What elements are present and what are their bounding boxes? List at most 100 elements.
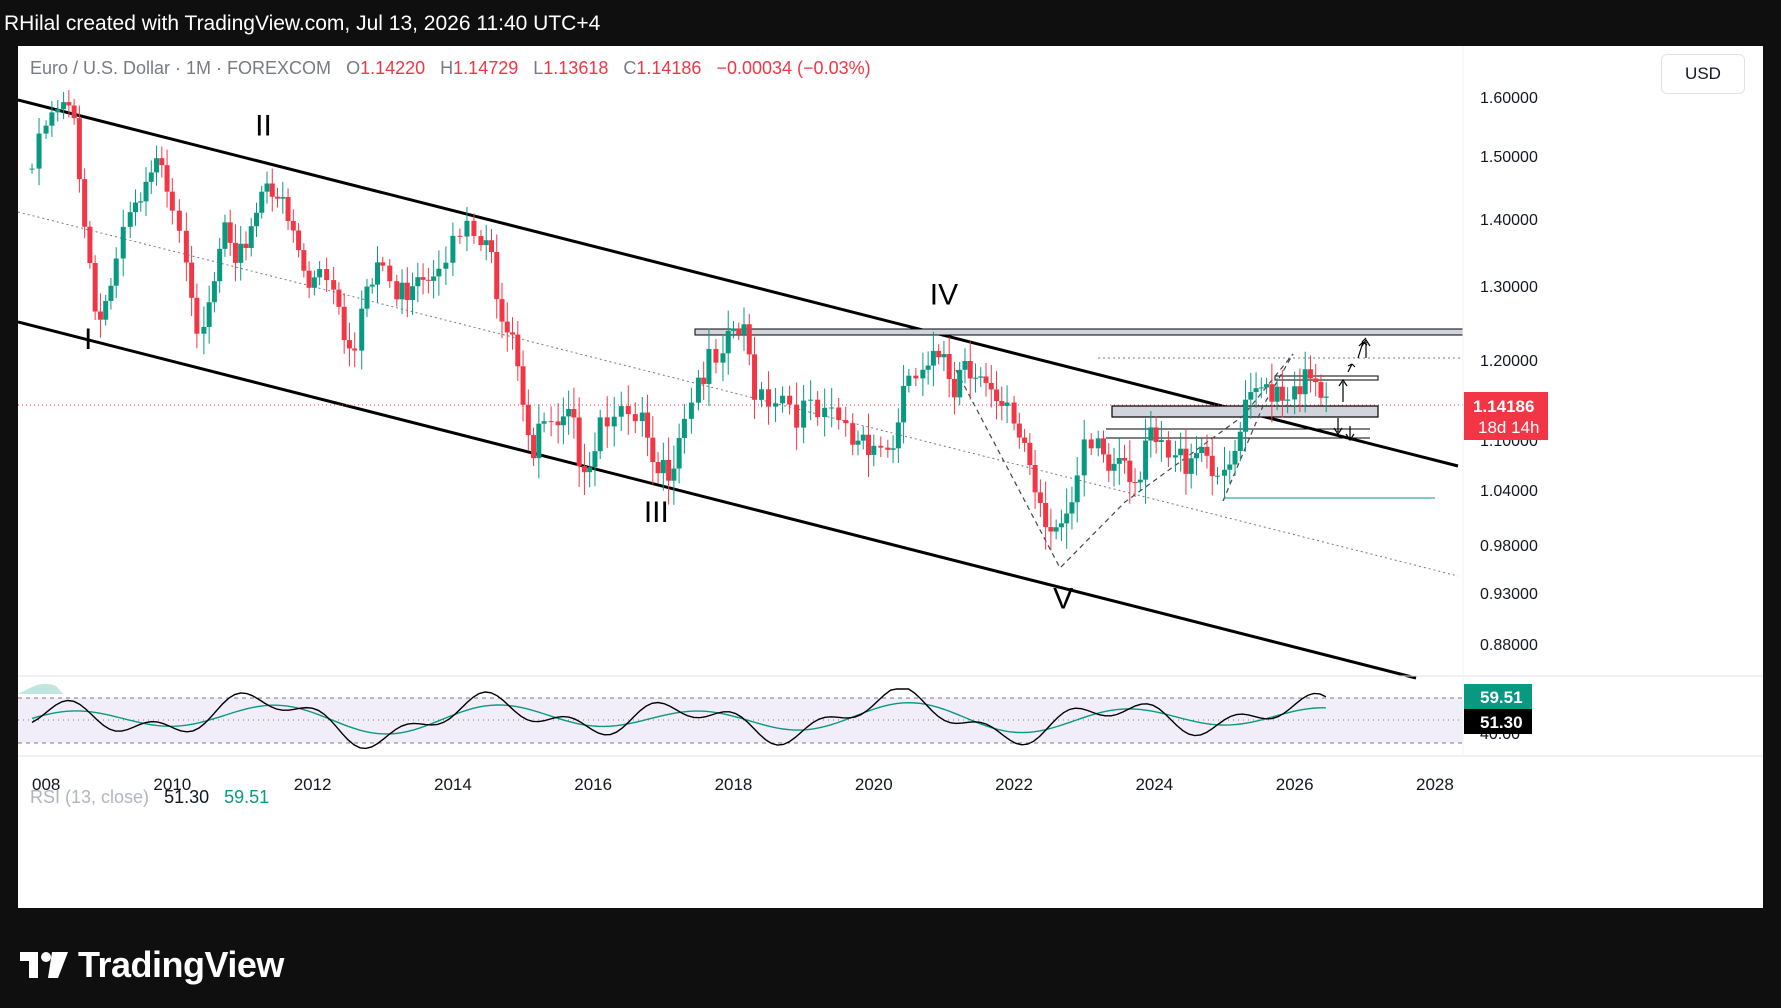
candle-body (878, 445, 884, 448)
candle-body (592, 451, 598, 468)
time-tick-label: 2024 (1135, 775, 1173, 794)
candle-body (515, 334, 521, 367)
candle-body (311, 277, 317, 288)
candle-body (525, 404, 531, 436)
candle-body (1022, 437, 1028, 443)
candle-body (688, 402, 694, 419)
time-axis[interactable]: 008 2010 2012 2014 2016 2018 2020 2022 2024 2026 2… (32, 775, 1454, 794)
rsi-legend[interactable]: RSI (13, close) 51.30 59.51 (30, 787, 269, 808)
candle-body (369, 284, 375, 287)
candle-body (850, 423, 856, 445)
resistance-zone[interactable] (694, 328, 1464, 336)
level-box-2[interactable] (1274, 375, 1379, 381)
candle-body (138, 201, 144, 203)
candle-body (655, 461, 661, 474)
rsi-value-tag-text: 51.30 (1480, 713, 1523, 732)
candle-body (801, 400, 807, 428)
candle-body (336, 289, 342, 307)
candle-body (189, 262, 195, 298)
candle-body (1027, 442, 1033, 465)
price-tick-label: 1.60000 (1480, 90, 1538, 107)
candle-body (1227, 464, 1233, 470)
tradingview-logo[interactable]: TradingView (20, 944, 284, 986)
candle-body (566, 408, 572, 417)
candle-body (701, 377, 707, 384)
candle-body (76, 118, 82, 180)
candle-body (296, 230, 302, 251)
candle-body (930, 350, 936, 366)
candle-body (103, 300, 109, 320)
candle-body (1193, 453, 1199, 459)
wave-label: III (644, 496, 669, 529)
candle-body (478, 236, 484, 246)
candle-body (248, 226, 254, 248)
symbol-name[interactable]: Euro / U.S. Dollar · 1M · FOREXCOM (30, 58, 332, 78)
candle-body (1204, 446, 1210, 456)
candle-body (1165, 440, 1171, 458)
candle-body (925, 365, 931, 370)
candle-body (36, 133, 42, 169)
candlestick-series[interactable] (29, 90, 1329, 551)
candle-body (660, 459, 666, 474)
candle-body (1302, 369, 1308, 395)
candle-body (560, 416, 566, 426)
close-label: C (623, 58, 637, 78)
candle-body (380, 262, 386, 266)
candle-body (548, 421, 554, 423)
candle-body (66, 102, 72, 106)
attribution-bar: RHilal created with TradingView.com, Jul… (0, 0, 1781, 46)
candle-body (331, 280, 337, 290)
last-price-tag (1464, 392, 1548, 440)
candle-body (211, 281, 217, 303)
candle-body (499, 299, 505, 322)
candle-body (301, 250, 307, 271)
candle-body (741, 324, 747, 335)
price-axis[interactable]: 1.600001.500001.400001.300001.200001.100… (1480, 90, 1538, 654)
price-chart-svg[interactable]: 1.600001.500001.400001.300001.200001.100… (18, 46, 1763, 908)
rsi-indicator-name[interactable]: RSI (13, close) (30, 787, 150, 807)
candle-body (280, 197, 286, 199)
candle-body (264, 183, 270, 192)
candle-body (290, 220, 296, 231)
candle-body (1253, 388, 1259, 393)
candle-body (555, 421, 561, 426)
arrow-icons (1333, 337, 1371, 442)
candle-body (217, 248, 223, 282)
candle-body (972, 377, 978, 379)
price-tick-label: 1.40000 (1480, 212, 1538, 229)
candle-body (259, 191, 265, 213)
candle-body (1148, 427, 1154, 441)
candle-body (639, 412, 645, 422)
candle-body (253, 212, 259, 227)
candle-body (1143, 440, 1149, 480)
chart-panel[interactable]: 1.60000 1.50000 1.40000 1.30000 1.20000 1.100… (18, 46, 1763, 908)
time-tick-label: 2014 (434, 775, 472, 794)
time-tick-label: 2018 (715, 775, 753, 794)
candle-body (1158, 440, 1164, 442)
symbol-legend[interactable]: Euro / U.S. Dollar · 1M · FOREXCOM O1.14… (30, 58, 871, 79)
candle-body (285, 197, 291, 221)
candle-body (1237, 431, 1243, 452)
candle-body (681, 418, 687, 439)
currency-button[interactable]: USD (1661, 54, 1745, 94)
footer-bar: TradingView (0, 908, 1781, 1008)
candle-body (159, 158, 165, 166)
time-tick-label: 2020 (855, 775, 893, 794)
candle-body (420, 277, 426, 280)
candle-body (183, 230, 189, 263)
channel-lower-trendline[interactable] (18, 320, 1417, 680)
candle-body (61, 102, 67, 110)
candle-body (650, 437, 656, 462)
candle-body (82, 179, 88, 227)
candle-body (1053, 527, 1059, 532)
candle-body (431, 276, 437, 281)
candle-body (317, 269, 323, 278)
candle-body (143, 181, 149, 202)
candle-body (148, 172, 154, 182)
time-tick-label: 2028 (1416, 775, 1454, 794)
candle-body (1153, 427, 1159, 442)
candle-body (1011, 402, 1017, 424)
candle-body (576, 417, 582, 467)
high-label: H (440, 58, 454, 78)
candle-body (855, 440, 861, 445)
